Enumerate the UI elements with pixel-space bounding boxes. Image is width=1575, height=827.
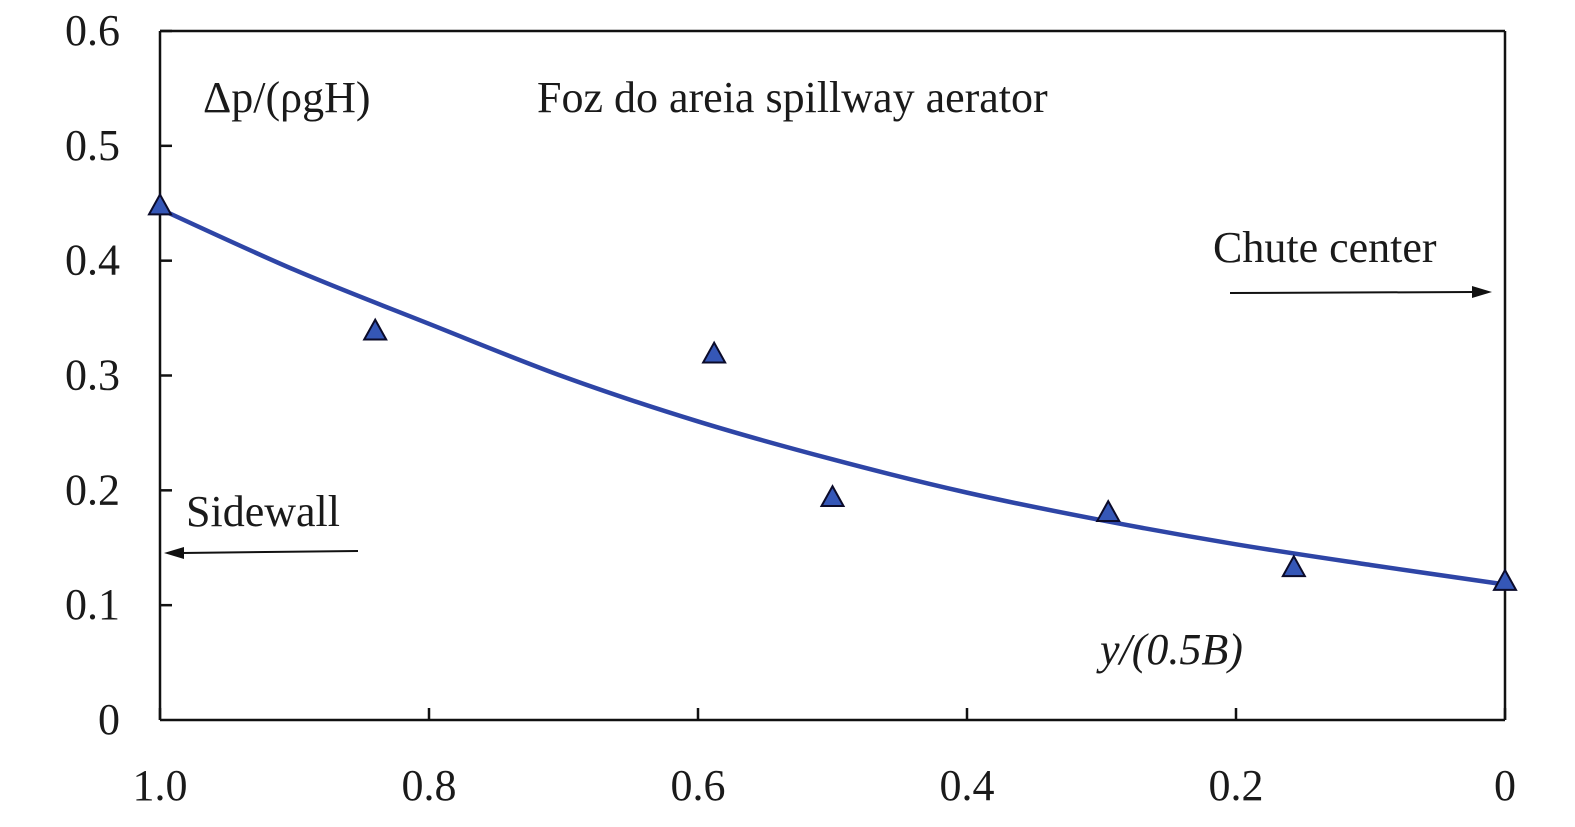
x-tick-label: 0 <box>1494 761 1516 810</box>
y-tick-label: 0.6 <box>65 6 120 55</box>
data-point-triangle <box>362 317 388 341</box>
chute-center-arrow-head <box>1472 286 1492 298</box>
chart-title: Foz do areia spillway aerator <box>537 73 1048 122</box>
y-tick-label: 0.5 <box>65 121 120 170</box>
y-tick-label: 0.1 <box>65 580 120 629</box>
data-point-triangle <box>1492 567 1518 591</box>
y-axis-label: Δp/(ρgH) <box>203 73 371 122</box>
data-point-triangle <box>701 340 727 364</box>
data-point-triangle <box>1281 554 1307 578</box>
sidewall-arrow-line <box>181 550 359 554</box>
x-axis-label: y/(0.5B) <box>1096 625 1243 674</box>
y-tick-label: 0 <box>98 695 120 744</box>
y-tick-label: 0.4 <box>65 236 120 285</box>
data-point-triangle <box>1095 499 1121 522</box>
data-markers <box>147 192 1518 591</box>
data-point-triangle <box>147 192 173 216</box>
fit-curve <box>159 206 1506 587</box>
x-ticks: 1.0 0.8 0.6 0.4 0.2 0 <box>133 708 1516 810</box>
x-tick-label: 0.8 <box>402 761 457 810</box>
x-tick-label: 1.0 <box>133 761 188 810</box>
y-ticks: 0 0.1 0.2 0.3 0.4 0.5 0.6 <box>65 6 172 744</box>
x-tick-label: 0.2 <box>1209 761 1264 810</box>
y-tick-label: 0.3 <box>65 351 120 400</box>
x-tick-label: 0.4 <box>940 761 995 810</box>
chute-center-arrow-line <box>1229 291 1475 294</box>
sidewall-label: Sidewall <box>186 487 340 536</box>
sidewall-arrow-head <box>164 547 184 559</box>
chute-center-label: Chute center <box>1213 223 1437 272</box>
y-tick-label: 0.2 <box>65 465 120 514</box>
x-tick-label: 0.6 <box>671 761 726 810</box>
data-point-triangle <box>819 484 846 508</box>
axes <box>158 29 1507 722</box>
